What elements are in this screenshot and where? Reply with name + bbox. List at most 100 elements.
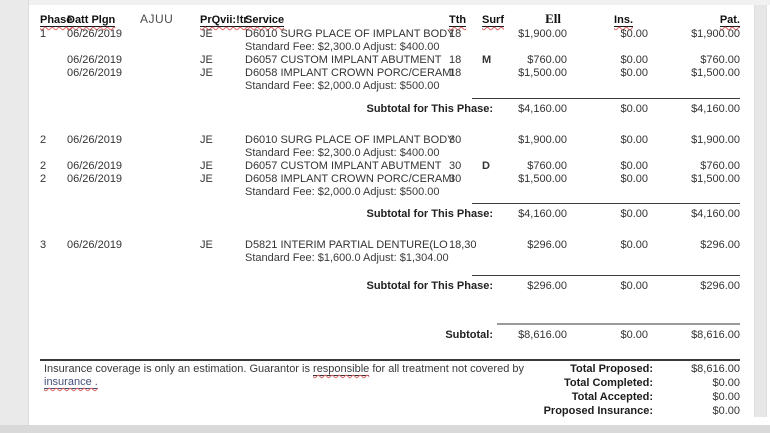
procedure-row[interactable]: 2 06/26/2019 JE D6057 CUSTOM IMPLANT ABU… bbox=[40, 160, 740, 173]
phase-2-subtotal-row: Subtotal for This Phase: $4,160.00 $0.00… bbox=[40, 203, 740, 221]
proposed-insurance-row: Proposed Insurance: $0.00 bbox=[40, 404, 740, 418]
procedure-row[interactable]: 06/26/2019 JE D6057 CUSTOM IMPLANT ABUTM… bbox=[40, 54, 740, 67]
tooth-cell: 30 bbox=[449, 134, 462, 146]
surface-cell: D bbox=[482, 160, 490, 172]
patient-cell: $760.00 bbox=[700, 160, 740, 172]
total-proposed-row: Total Proposed: $8,616.00 bbox=[40, 362, 740, 376]
fee-cell: $1,900.00 bbox=[518, 134, 567, 146]
standard-fee-note-row: Standard Fee: $1,600.0 Adjust: $1,304.00 bbox=[40, 252, 740, 265]
phase-cell: 2 bbox=[40, 134, 47, 146]
phase-2-rows: 2 06/26/2019 JE D6010 SURG PLACE OF IMPL… bbox=[40, 134, 740, 199]
standard-fee-note-row: Standard Fee: $2,000.0 Adjust: $500.00 bbox=[40, 80, 740, 93]
fee-cell: $296.00 bbox=[527, 239, 567, 251]
total-completed-row: Total Completed: $0.00 bbox=[40, 376, 740, 390]
vertical-scrollbar[interactable] bbox=[754, 5, 767, 417]
insurance-cell: $0.00 bbox=[620, 239, 648, 251]
fee-cell: $760.00 bbox=[527, 54, 567, 66]
standard-fee-note: Standard Fee: $1,600.0 Adjust: $1,304.00 bbox=[245, 252, 449, 264]
service-cell: D5821 INTERIM PARTIAL DENTURE(LO bbox=[245, 239, 448, 251]
total-value: $0.00 bbox=[712, 405, 740, 417]
phase-cell: 1 bbox=[40, 28, 47, 40]
date-cell: 06/26/2019 bbox=[67, 54, 123, 66]
phase-3-rows: 3 06/26/2019 JE D5821 INTERIM PARTIAL DE… bbox=[40, 239, 740, 265]
standard-fee-note: Standard Fee: $2,300.0 Adjust: $400.00 bbox=[245, 41, 440, 53]
patient-cell: $1,500.00 bbox=[691, 67, 740, 79]
insurance-cell: $0.00 bbox=[620, 160, 648, 172]
grand-subtotal-row: Subtotal: $8,616.00 $0.00 $8,616.00 bbox=[40, 323, 740, 342]
total-label: Total Accepted: bbox=[571, 391, 653, 403]
patient-cell: $1,900.00 bbox=[691, 134, 740, 146]
procedure-row[interactable]: 2 06/26/2019 JE D6010 SURG PLACE OF IMPL… bbox=[40, 134, 740, 147]
date-cell: 06/26/2019 bbox=[67, 134, 123, 146]
procedure-row[interactable]: 3 06/26/2019 JE D5821 INTERIM PARTIAL DE… bbox=[40, 239, 740, 252]
totals-summary: Total Proposed: $8,616.00 Total Complete… bbox=[40, 362, 740, 418]
tooth-cell: 18,30 bbox=[449, 239, 477, 251]
date-cell: 06/26/2019 bbox=[67, 28, 123, 40]
fee-cell: $760.00 bbox=[527, 160, 567, 172]
subtotal-divider bbox=[472, 203, 740, 204]
insurance-disclaimer: Insurance coverage is only an estimation… bbox=[44, 363, 530, 389]
phase-cell: 3 bbox=[40, 239, 47, 251]
tooth-cell: 18 bbox=[449, 28, 462, 40]
service-cell: D6057 CUSTOM IMPLANT ABUTMENT bbox=[245, 54, 442, 66]
standard-fee-note-row: Standard Fee: $2,300.0 Adjust: $400.00 bbox=[40, 41, 740, 54]
treatment-plan-sheet: Phase Datt Plgn AJUU PrQvii:!tr Service … bbox=[40, 0, 740, 425]
grand-subtotal-patient: $8,616.00 bbox=[691, 329, 740, 341]
patient-cell: $296.00 bbox=[700, 239, 740, 251]
column-header-fee: Ell bbox=[545, 11, 561, 26]
phase-3-subtotal-row: Subtotal for This Phase: $296.00 $0.00 $… bbox=[40, 275, 740, 293]
date-cell: 06/26/2019 bbox=[67, 67, 123, 79]
patient-cell: $1,500.00 bbox=[691, 173, 740, 185]
fee-cell: $1,900.00 bbox=[518, 28, 567, 40]
date-cell: 06/26/2019 bbox=[67, 173, 123, 185]
procedure-row[interactable]: 1 06/26/2019 JE D6010 SURG PLACE OF IMPL… bbox=[40, 28, 740, 41]
insurance-note-link-text: insurance . bbox=[44, 376, 98, 389]
procedure-row[interactable]: 2 06/26/2019 JE D6058 IMPLANT CROWN PORC… bbox=[40, 173, 740, 186]
subtotal-label: Subtotal for This Phase: bbox=[366, 103, 493, 115]
disclaimer-underlined-word: responsible bbox=[313, 363, 370, 376]
column-header-date: Datt Plgn bbox=[67, 14, 116, 27]
phase-cell: 2 bbox=[40, 160, 47, 172]
subtotal-label: Subtotal for This Phase: bbox=[366, 208, 493, 220]
disclaimer-text: for all treatment not covered by bbox=[369, 363, 524, 375]
subtotal-label: Subtotal for This Phase: bbox=[366, 280, 493, 292]
subtotal-patient: $4,160.00 bbox=[691, 103, 740, 115]
standard-fee-note: Standard Fee: $2,000.0 Adjust: $500.00 bbox=[245, 186, 440, 198]
column-header-provider: PrQvii:!tr bbox=[200, 14, 248, 27]
provider-cell: JE bbox=[200, 134, 213, 146]
total-label: Total Proposed: bbox=[570, 363, 653, 375]
total-value: $0.00 bbox=[712, 391, 740, 403]
patient-cell: $1,900.00 bbox=[691, 28, 740, 40]
disclaimer-text: Insurance coverage is only an estimation… bbox=[44, 363, 314, 375]
subtotal-insurance: $0.00 bbox=[620, 280, 648, 292]
column-header-service: Service bbox=[245, 14, 285, 27]
insurance-cell: $0.00 bbox=[620, 67, 648, 79]
phase-1-subtotal-row: Subtotal for This Phase: $4,160.00 $0.00… bbox=[40, 98, 740, 116]
fee-cell: $1,500.00 bbox=[518, 67, 567, 79]
left-gutter bbox=[0, 0, 29, 425]
total-value: $8,616.00 bbox=[691, 363, 740, 375]
service-cell: D6057 CUSTOM IMPLANT ABUTMENT bbox=[245, 160, 442, 172]
service-cell: D6058 IMPLANT CROWN PORC/CERAMI bbox=[245, 173, 455, 185]
subtotal-fee: $4,160.00 bbox=[518, 103, 567, 115]
provider-cell: JE bbox=[200, 67, 213, 79]
subtotal-patient: $296.00 bbox=[700, 280, 740, 292]
total-value: $0.00 bbox=[712, 377, 740, 389]
total-label: Total Completed: bbox=[563, 377, 653, 389]
standard-fee-note-row: Standard Fee: $2,300.0 Adjust: $400.00 bbox=[40, 147, 740, 160]
grand-subtotal-insurance: $0.00 bbox=[620, 329, 648, 341]
tooth-cell: 18 bbox=[449, 54, 462, 66]
standard-fee-note: Standard Fee: $2,300.0 Adjust: $400.00 bbox=[245, 147, 440, 159]
provider-cell: JE bbox=[200, 28, 213, 40]
column-header-tooth: Tth bbox=[449, 14, 467, 27]
total-accepted-row: Total Accepted: $0.00 bbox=[40, 390, 740, 404]
window-top-edge bbox=[0, 0, 770, 5]
provider-cell: JE bbox=[200, 160, 213, 172]
surface-cell: M bbox=[482, 54, 492, 66]
procedure-row[interactable]: 06/26/2019 JE D6058 IMPLANT CROWN PORC/C… bbox=[40, 67, 740, 80]
provider-cell: JE bbox=[200, 173, 213, 185]
phase-cell: 2 bbox=[40, 173, 47, 185]
service-cell: D6010 SURG PLACE OF IMPLANT BODY bbox=[245, 134, 455, 146]
date-cell: 06/26/2019 bbox=[67, 160, 123, 172]
